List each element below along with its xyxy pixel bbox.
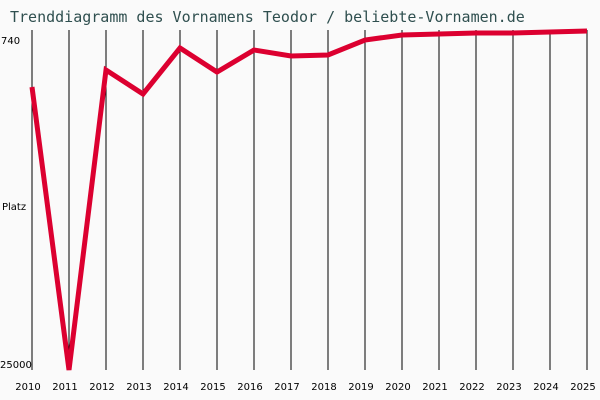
y-axis-bottom-label: 25000 (0, 360, 32, 371)
y-axis-title: Platz (2, 202, 27, 213)
x-axis-label-2010: 2010 (15, 382, 41, 393)
y-axis-top-label: 740 (1, 36, 21, 47)
x-axis-label-2024: 2024 (533, 382, 559, 393)
x-axis-label-2021: 2021 (422, 382, 448, 393)
x-axis-label-2023: 2023 (496, 382, 522, 393)
x-axis-label-2015: 2015 (200, 382, 226, 393)
x-axis-label-2019: 2019 (348, 382, 374, 393)
x-axis-label-2018: 2018 (311, 382, 337, 393)
x-axis-label-2022: 2022 (459, 382, 485, 393)
chart-title: Trenddiagramm des Vornamens Teodor / bel… (10, 8, 525, 26)
x-axis-label-2013: 2013 (126, 382, 152, 393)
vertical-gridlines (31, 30, 588, 370)
x-axis-label-2025: 2025 (570, 382, 596, 393)
trend-line (29, 28, 588, 371)
x-axis-label-2020: 2020 (385, 382, 411, 393)
x-axis-label-2014: 2014 (163, 382, 189, 393)
x-axis-label-2011: 2011 (52, 382, 78, 393)
x-axis-label-2012: 2012 (89, 382, 115, 393)
x-axis-label-2016: 2016 (237, 382, 263, 393)
x-axis-label-2017: 2017 (274, 382, 300, 393)
